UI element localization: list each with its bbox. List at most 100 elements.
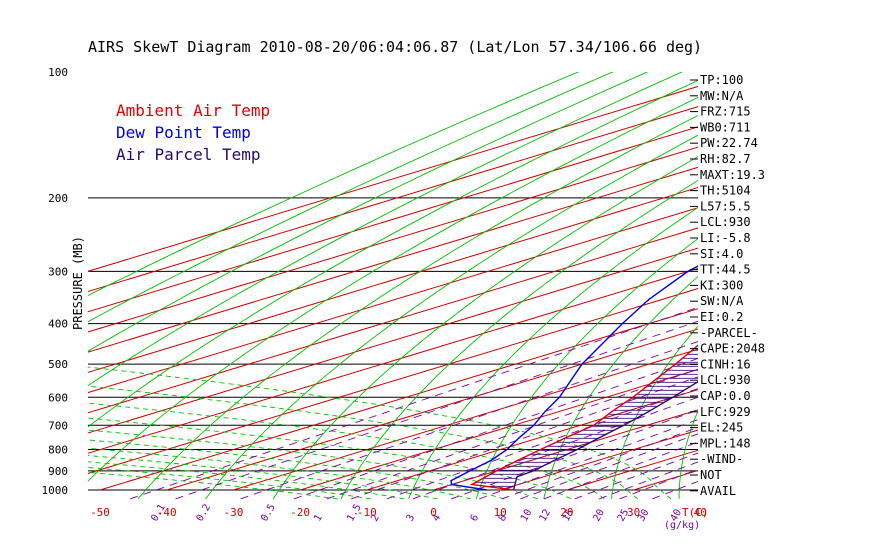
isotherm-line	[233, 348, 698, 491]
index-label: MPL:148	[700, 436, 751, 450]
bottom-temp-tick-label: -50	[90, 506, 110, 519]
isotherm-line	[633, 469, 698, 491]
legend: Ambient Air Temp Dew Point Temp Air Parcel…	[116, 101, 270, 164]
ambient-temp-line	[469, 344, 698, 491]
pressure-tick-label: 1000	[42, 484, 69, 497]
dry-adiabat-line	[272, 156, 698, 500]
isotherm-line	[366, 389, 698, 491]
dry-adiabat-line	[746, 53, 870, 499]
isotherm-line	[88, 247, 698, 434]
isotherm-line	[88, 267, 698, 454]
index-label: EL:245	[700, 421, 743, 435]
isotherm-line	[88, 186, 698, 373]
chart-title: AIRS SkewT Diagram 2010-08-20/06:04:06.8…	[88, 38, 702, 56]
dry-adiabat-line	[205, 134, 698, 500]
mixing-ratio-line	[293, 357, 698, 500]
legend-entry: Ambient Air Temp	[116, 101, 270, 120]
bottom-temp-tick-label: 30	[627, 506, 640, 519]
isotherm-line	[88, 126, 698, 313]
dry-adiabat-line	[810, 53, 870, 499]
index-label: CAPE:2048	[700, 342, 765, 356]
bottom-temp-tick-label: 0	[430, 506, 437, 519]
dry-adiabat-line	[88, 79, 698, 428]
moist-adiabat-line	[88, 429, 538, 500]
index-label: MW:N/A	[700, 89, 744, 103]
moist-adiabat-line	[88, 366, 672, 500]
isotherm-line	[88, 166, 698, 353]
isotherm-line	[88, 85, 698, 272]
mixing-ratio-line	[129, 306, 698, 500]
index-label: -PARCEL-	[700, 326, 758, 340]
index-label: WB0:711	[700, 120, 751, 134]
dry-adiabat-line	[88, 72, 580, 297]
index-label: FRZ:715	[700, 105, 751, 119]
dry-adiabat-line	[137, 114, 698, 500]
index-label: CAP:0.0	[700, 389, 751, 403]
mixing-ratio-label: 6	[469, 513, 482, 524]
pressure-tick-label: 700	[48, 419, 68, 432]
isotherm-line	[500, 429, 698, 491]
mixing-ratio-label: 20	[591, 508, 607, 524]
moist-adiabat-line	[88, 385, 638, 500]
moist-adiabat-line	[88, 461, 405, 500]
dry-adiabat-line	[88, 72, 614, 323]
pressure-tick-label: 800	[48, 443, 68, 456]
mixing-ratio-line	[326, 368, 698, 500]
mixing-ratio-label: 25	[616, 508, 632, 524]
mixing-unit-label: (g/kg)	[664, 520, 700, 531]
index-label: TP:100	[700, 73, 743, 87]
mixing-ratio-label: 30	[636, 508, 652, 524]
isotherm-line	[88, 288, 698, 474]
pressure-tick-label: 300	[48, 265, 68, 278]
moist-adiabat-line	[88, 402, 605, 500]
bottom-temp-tick-label: -30	[223, 506, 243, 519]
pressure-tick-label: 400	[48, 318, 68, 331]
isotherm-line	[88, 207, 698, 394]
pressure-tick-label: 100	[48, 66, 68, 79]
pressure-tick-label: 600	[48, 391, 68, 404]
dry-adiabat-line	[611, 325, 698, 499]
mixing-ratio-label: 2	[369, 513, 382, 524]
dry-adiabat-line	[543, 275, 698, 500]
index-label: PW:22.74	[700, 136, 758, 150]
isotherm-line	[767, 72, 870, 490]
index-label: L57:5.5	[700, 199, 751, 213]
index-label: AVAIL	[700, 484, 736, 498]
index-label: LFC:929	[700, 405, 751, 419]
mixing-ratio-label: 4	[431, 513, 444, 524]
mixing-ratio-line	[501, 426, 698, 500]
index-label: SI:4.0	[700, 247, 743, 261]
y-axis-label: PRESSURE (MB)	[71, 236, 85, 330]
index-label: NOT	[700, 468, 722, 482]
mixing-ratio-line	[175, 320, 698, 500]
index-label: -WIND-	[700, 452, 743, 466]
dry-adiabat-line	[88, 72, 683, 387]
pressure-tick-label: 200	[48, 192, 68, 205]
moist-adiabat-line	[88, 447, 472, 500]
index-label: TT:44.5	[700, 263, 751, 277]
legend-entry: Air Parcel Temp	[116, 145, 261, 164]
index-label: SW:N/A	[700, 294, 744, 308]
isotherm-line	[834, 72, 870, 490]
moist-adiabat-line	[88, 417, 572, 500]
mixing-ratio-line	[652, 480, 698, 500]
bottom-axis-unit-label: T(C)	[682, 506, 709, 519]
dry-adiabat-line	[88, 72, 649, 352]
bottom-temp-tick-label: 10	[494, 506, 507, 519]
index-label: CINH:16	[700, 357, 751, 371]
mixing-ratio-label: 3	[405, 513, 418, 524]
parcel-temp-line	[512, 380, 698, 491]
mixing-ratio-label: 12	[538, 508, 554, 524]
pressure-tick-label: 900	[48, 465, 68, 478]
dry-adiabat-line	[408, 206, 698, 500]
index-label: LI:-5.8	[700, 231, 751, 245]
isotherm-line	[433, 409, 698, 491]
series-layer	[450, 265, 698, 491]
bottom-temp-tick-label: -20	[290, 506, 310, 519]
dry-adiabat-line	[340, 179, 698, 500]
mixing-ratio-label: 10	[519, 508, 535, 524]
mixing-ratio-label: 15	[561, 508, 577, 524]
index-label: KI:300	[700, 278, 743, 292]
isotherm-line	[166, 328, 698, 491]
